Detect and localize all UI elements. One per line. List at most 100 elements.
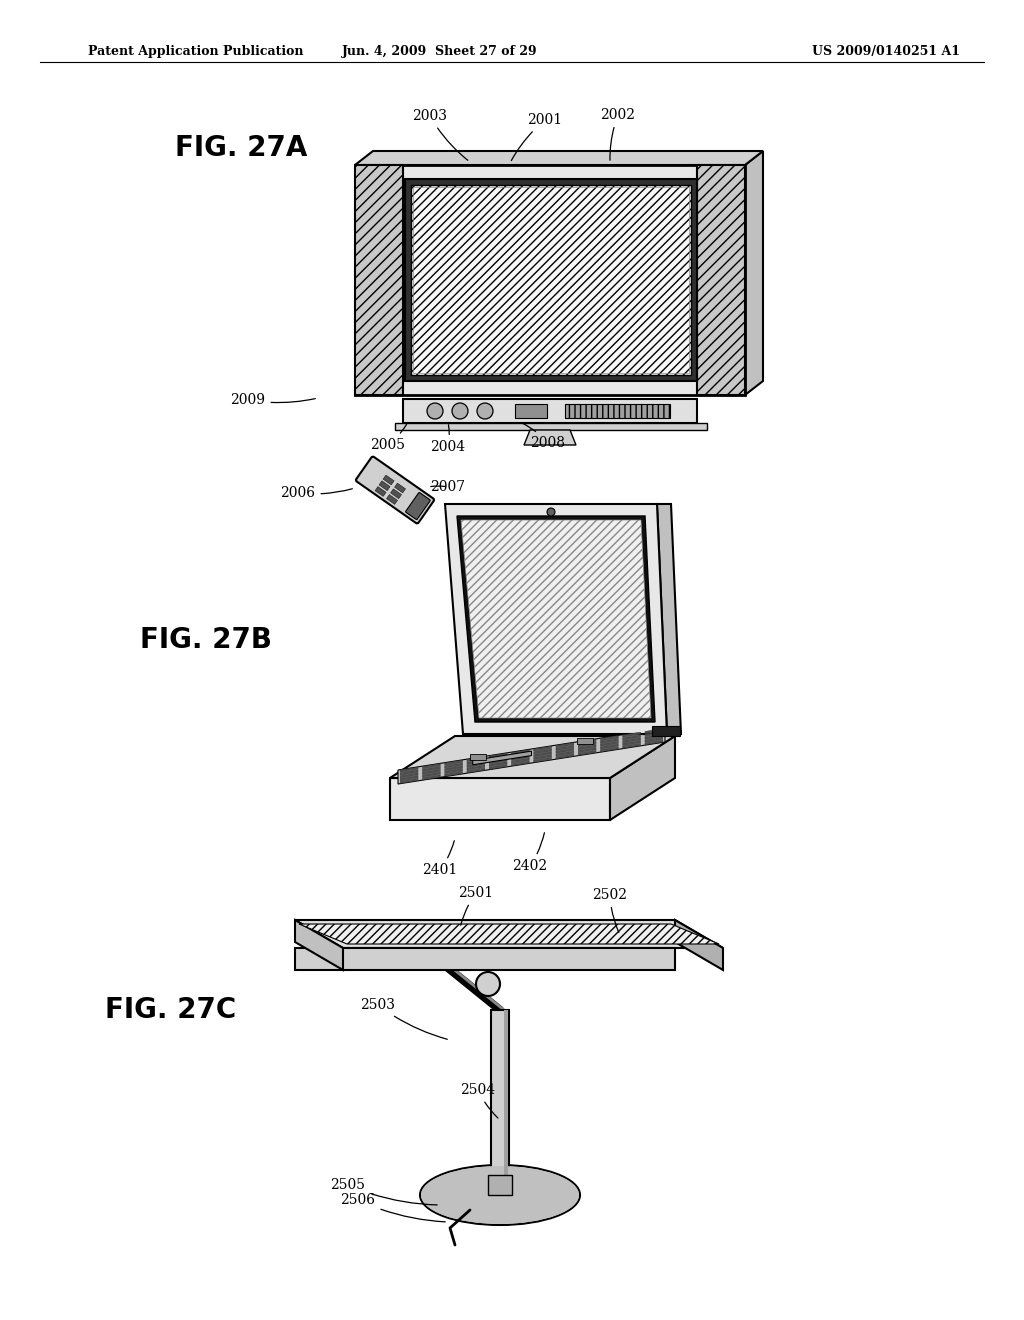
Polygon shape xyxy=(423,764,440,768)
Polygon shape xyxy=(398,729,665,784)
Polygon shape xyxy=(511,750,529,755)
Text: 2506: 2506 xyxy=(341,1193,445,1222)
Polygon shape xyxy=(556,743,573,747)
Text: 2004: 2004 xyxy=(430,425,466,454)
Text: FIG. 27B: FIG. 27B xyxy=(140,626,272,653)
Polygon shape xyxy=(579,742,596,747)
Circle shape xyxy=(427,403,443,418)
Text: 2505: 2505 xyxy=(331,1177,437,1205)
Bar xyxy=(411,185,691,375)
Polygon shape xyxy=(444,771,463,776)
Polygon shape xyxy=(579,747,596,752)
Bar xyxy=(470,755,486,760)
Bar xyxy=(652,726,680,737)
Polygon shape xyxy=(556,746,573,751)
Polygon shape xyxy=(444,763,463,768)
Polygon shape xyxy=(444,768,463,774)
Polygon shape xyxy=(355,150,763,165)
Polygon shape xyxy=(645,734,663,739)
Polygon shape xyxy=(511,758,529,763)
Polygon shape xyxy=(457,516,655,722)
Polygon shape xyxy=(623,738,641,743)
FancyBboxPatch shape xyxy=(406,492,430,520)
Circle shape xyxy=(547,508,555,516)
Polygon shape xyxy=(579,739,596,744)
Bar xyxy=(403,399,697,422)
Polygon shape xyxy=(461,520,651,718)
Bar xyxy=(383,475,394,484)
Polygon shape xyxy=(623,741,641,746)
Polygon shape xyxy=(489,754,507,758)
Polygon shape xyxy=(600,738,618,743)
Polygon shape xyxy=(423,770,440,775)
Bar xyxy=(515,404,547,418)
Polygon shape xyxy=(423,775,440,780)
Polygon shape xyxy=(600,744,618,748)
Bar xyxy=(390,488,401,499)
Polygon shape xyxy=(489,762,507,767)
Text: 2005: 2005 xyxy=(371,425,407,451)
Polygon shape xyxy=(489,764,507,770)
Polygon shape xyxy=(645,739,663,744)
Text: 2001: 2001 xyxy=(511,114,562,161)
Polygon shape xyxy=(511,760,529,766)
Polygon shape xyxy=(623,743,641,748)
Polygon shape xyxy=(423,767,440,771)
Polygon shape xyxy=(556,754,573,759)
Bar xyxy=(395,422,707,430)
Polygon shape xyxy=(534,755,552,759)
Text: 2002: 2002 xyxy=(600,108,636,160)
Bar xyxy=(375,487,386,496)
Bar xyxy=(386,495,397,504)
Polygon shape xyxy=(467,759,484,764)
Polygon shape xyxy=(400,779,418,783)
Polygon shape xyxy=(645,737,663,742)
Polygon shape xyxy=(645,729,663,734)
Polygon shape xyxy=(534,751,552,756)
Polygon shape xyxy=(400,772,418,777)
Text: FIG. 27C: FIG. 27C xyxy=(105,997,237,1024)
Text: 2007: 2007 xyxy=(430,480,466,494)
Polygon shape xyxy=(390,777,610,820)
Polygon shape xyxy=(524,430,575,445)
Polygon shape xyxy=(556,748,573,754)
Bar xyxy=(697,165,745,395)
Polygon shape xyxy=(579,750,596,755)
Polygon shape xyxy=(556,751,573,756)
Polygon shape xyxy=(534,758,552,763)
Polygon shape xyxy=(444,760,463,766)
Text: 2501: 2501 xyxy=(459,886,494,925)
Polygon shape xyxy=(675,920,723,970)
Text: 2009: 2009 xyxy=(230,393,315,407)
FancyBboxPatch shape xyxy=(356,457,434,524)
Polygon shape xyxy=(645,731,663,737)
Text: US 2009/0140251 A1: US 2009/0140251 A1 xyxy=(812,45,961,58)
Polygon shape xyxy=(511,755,529,760)
Polygon shape xyxy=(600,735,618,741)
Polygon shape xyxy=(623,733,641,737)
Polygon shape xyxy=(579,744,596,750)
Polygon shape xyxy=(467,762,484,767)
Polygon shape xyxy=(489,759,507,764)
Bar xyxy=(355,165,403,395)
Polygon shape xyxy=(400,770,418,775)
Text: 2401: 2401 xyxy=(422,841,458,876)
Circle shape xyxy=(477,403,493,418)
Text: 2503: 2503 xyxy=(360,998,447,1039)
Polygon shape xyxy=(534,748,552,754)
Bar xyxy=(504,1010,508,1185)
Polygon shape xyxy=(610,737,675,820)
Polygon shape xyxy=(600,742,618,746)
Text: Patent Application Publication: Patent Application Publication xyxy=(88,45,303,58)
Polygon shape xyxy=(623,735,641,741)
Polygon shape xyxy=(745,150,763,395)
Bar xyxy=(490,1010,509,1185)
Polygon shape xyxy=(423,772,440,777)
Text: 2006: 2006 xyxy=(281,486,352,500)
Polygon shape xyxy=(445,504,667,734)
Bar xyxy=(406,180,697,381)
Polygon shape xyxy=(600,747,618,752)
Polygon shape xyxy=(295,948,675,970)
Text: FIG. 27A: FIG. 27A xyxy=(175,135,307,162)
Polygon shape xyxy=(467,766,484,770)
